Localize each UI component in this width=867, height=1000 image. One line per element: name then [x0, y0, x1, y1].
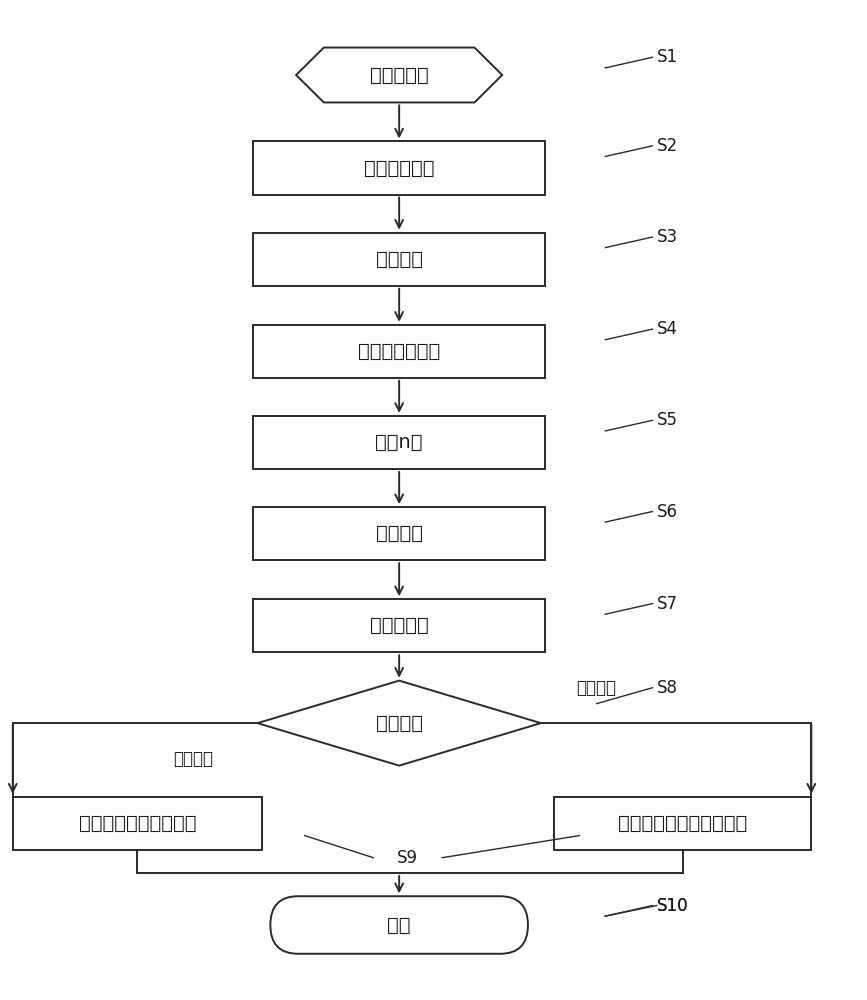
Text: S8: S8: [657, 679, 678, 697]
Bar: [253, 507, 545, 560]
Bar: [253, 325, 545, 378]
Text: 结束: 结束: [388, 916, 411, 934]
Text: 计算n値: 计算n値: [375, 433, 423, 452]
Text: 测量流量及压耗: 测量流量及压耗: [358, 342, 440, 361]
Text: 计算速梯: 计算速梯: [375, 524, 422, 543]
Text: 计算塑性粘度和动切力: 计算塑性粘度和动切力: [79, 814, 196, 833]
Text: 构建异型管: 构建异型管: [370, 66, 428, 85]
Text: S9: S9: [397, 849, 418, 867]
Text: S5: S5: [657, 411, 678, 429]
Text: S4: S4: [657, 320, 678, 338]
Bar: [253, 141, 545, 195]
Text: S1: S1: [657, 48, 678, 66]
Text: 计算几何参数: 计算几何参数: [364, 158, 434, 177]
Polygon shape: [257, 681, 541, 766]
Text: S10: S10: [657, 897, 688, 915]
Text: S7: S7: [657, 595, 678, 613]
Text: 计算切应力: 计算切应力: [370, 616, 428, 635]
Text: S10: S10: [657, 897, 688, 915]
Text: 计算流性指数和稠度系数: 计算流性指数和稠度系数: [618, 814, 747, 833]
Bar: [554, 797, 812, 850]
Bar: [253, 233, 545, 286]
Bar: [253, 599, 545, 652]
FancyBboxPatch shape: [271, 896, 528, 954]
Text: S6: S6: [657, 503, 678, 521]
Bar: [13, 797, 262, 850]
Text: 初定流量: 初定流量: [375, 250, 422, 269]
Polygon shape: [297, 48, 502, 102]
Text: 宾汉流型: 宾汉流型: [173, 750, 213, 768]
Text: 判断流型: 判断流型: [375, 714, 422, 733]
Bar: [253, 416, 545, 469]
Text: S2: S2: [657, 137, 678, 155]
Text: S3: S3: [657, 228, 678, 246]
Text: 幂律流型: 幂律流型: [577, 679, 616, 697]
